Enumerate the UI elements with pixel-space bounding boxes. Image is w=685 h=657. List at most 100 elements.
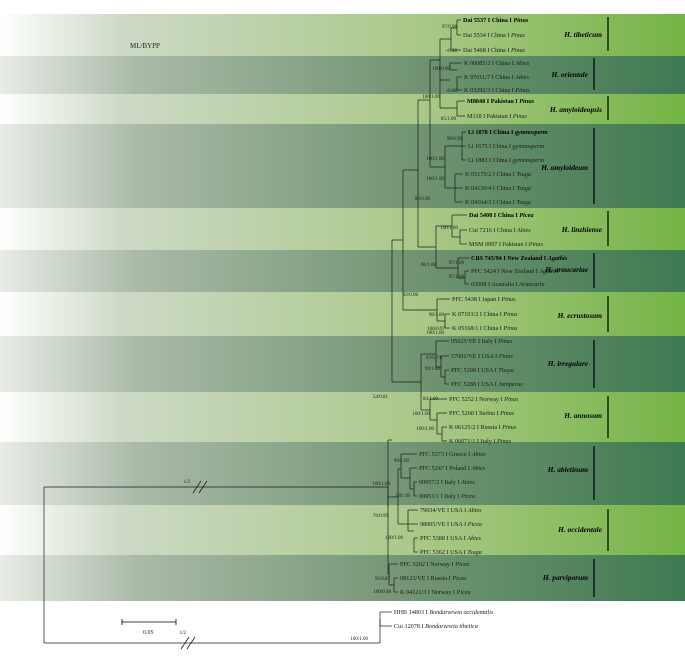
tip-label: PFC 5247 I Poland I Abies bbox=[419, 465, 486, 472]
tip-host: Abies bbox=[467, 507, 482, 514]
tip-id: Dai 5534 bbox=[463, 32, 486, 39]
tip-label: Dai 5534 I China I Pinus bbox=[463, 32, 526, 39]
support-value: 100/1.00 bbox=[426, 177, 444, 182]
clade-band bbox=[0, 14, 685, 56]
tip-id: PFC 5398 bbox=[451, 367, 476, 374]
tip-host: Pinus bbox=[502, 325, 518, 332]
tip-country: I China I bbox=[490, 74, 515, 81]
tip-host: gymnosperm bbox=[513, 157, 545, 164]
tip-country: I USA I bbox=[476, 353, 498, 360]
tip-host: Picea bbox=[519, 212, 533, 219]
tip-host: Thuya bbox=[498, 367, 513, 374]
tip-label: Dai 5468 I China I Pinus bbox=[463, 47, 526, 54]
tip-host: Pinus bbox=[510, 47, 526, 54]
tip-country: I Pakistan I bbox=[482, 113, 513, 120]
support-value: 97/1.00 bbox=[449, 261, 465, 266]
support-value: 100/1.00 bbox=[440, 226, 458, 231]
tip-label: MSM 0097 I Pakistan I Pinus bbox=[469, 241, 543, 248]
tip-id: PFC 5362 bbox=[420, 549, 445, 556]
clade-name: H. annosum bbox=[563, 411, 602, 420]
tip-id: Li 1883 bbox=[468, 157, 487, 164]
tip-label: PFC 5288 I USA I Juniperus bbox=[451, 381, 523, 388]
tip-id: M118 bbox=[467, 113, 482, 120]
tip-country: I Russia I bbox=[425, 575, 452, 582]
tip-country: I Poland I bbox=[444, 465, 472, 472]
support-value: 54/0.81 bbox=[373, 395, 389, 400]
tip-country: I China I bbox=[491, 185, 516, 192]
clade-name: H. amyloideum bbox=[540, 163, 588, 172]
tip-host: Picea bbox=[460, 493, 475, 500]
tip-id: K 06125/2 bbox=[449, 424, 475, 431]
clade-band bbox=[0, 555, 685, 601]
tip-country: I China I bbox=[478, 311, 503, 318]
tip-label: Li 1878 I China I gymnosperm bbox=[468, 129, 548, 136]
tip-country: I Greece I bbox=[444, 451, 472, 458]
clade-band bbox=[0, 124, 685, 208]
tip-host: Abies bbox=[466, 535, 481, 542]
clade-name: H. linzhiense bbox=[561, 225, 603, 234]
tip-country: I China I bbox=[487, 143, 512, 150]
clade-name: H. parviporum bbox=[542, 573, 588, 582]
tip-id: K 04164/3 bbox=[465, 199, 491, 206]
tip-label: K 04121/3 I Norway I Picea bbox=[400, 589, 471, 596]
tip-label: Li 1675 I China I gymnosperm bbox=[468, 143, 545, 150]
tip-country: I Serbia I bbox=[474, 410, 500, 417]
tip-label: Dai 5537 I China I Pinus bbox=[463, 17, 529, 24]
support-value: 99/1.00 bbox=[425, 367, 441, 372]
clade-band bbox=[0, 392, 685, 442]
support-value: 1/2 bbox=[184, 480, 191, 485]
tip-label: 98005/VE I USA I Picea bbox=[420, 521, 482, 528]
tip-country: I Norway I bbox=[426, 589, 456, 596]
support-value: 100/1.00 bbox=[372, 482, 390, 487]
support-value: 93/0.74 bbox=[426, 356, 442, 361]
scale-bar-label: 0.05 bbox=[143, 630, 154, 636]
tip-separator: I bbox=[420, 623, 425, 630]
tip-label: Cui 12078 I Bondarzewia tibetica bbox=[394, 623, 478, 630]
support-value: 97/1.00 bbox=[449, 275, 465, 280]
tip-host: Abies bbox=[514, 60, 529, 67]
tip-label: PFC 5398 I USA I Thuya bbox=[451, 367, 514, 374]
tip-host: gymnosperm bbox=[514, 129, 548, 136]
tip-host: Pinus bbox=[513, 17, 528, 24]
support-value: 100/1.00 bbox=[412, 412, 430, 417]
support-value: 100/1.00 bbox=[426, 157, 444, 162]
tip-host: Picea bbox=[456, 589, 471, 596]
tip-id: Cui 7216 bbox=[469, 227, 492, 234]
tip-label: CBS 743/94 I New Zealand I Agathis bbox=[471, 255, 568, 262]
branch-break-mark bbox=[180, 636, 190, 650]
tip-label: 05025/VE I Italy I Pinus bbox=[451, 338, 513, 345]
clade-band bbox=[0, 94, 685, 124]
tip-label: K 97011/7 I China I Abies bbox=[464, 74, 530, 81]
tip-label: 08123/VE I Russia I Picea bbox=[400, 575, 466, 582]
tip-country: I USA I bbox=[445, 549, 467, 556]
clade-bars bbox=[593, 17, 609, 597]
tip-id: K 05175/2 bbox=[465, 171, 491, 178]
tip-host: Agathis bbox=[538, 268, 558, 275]
tip-label: PFC 5252 I Norway I Pinus bbox=[449, 396, 519, 403]
tip-host: Tsuga bbox=[467, 549, 482, 556]
tip-host: Picea bbox=[454, 561, 469, 568]
support-value: 100/1.00 bbox=[350, 637, 368, 642]
tip-label: K 06125/2 I Russia I Pinus bbox=[449, 424, 517, 431]
tip-label: M8848 I Pakistan I Pinus bbox=[467, 98, 535, 105]
tip-label: PFC 5424 I New Zealand I Agathis bbox=[471, 268, 559, 275]
tip-country: I Pakistan I bbox=[497, 241, 528, 248]
tip-country: I China I bbox=[491, 171, 516, 178]
tip-country: I China I bbox=[490, 60, 515, 67]
support-value: 92/0.98 bbox=[403, 293, 419, 298]
tip-id: 57001/VE bbox=[451, 353, 477, 360]
tip-country: I Italy I bbox=[439, 493, 461, 500]
tip-host: Pinus bbox=[510, 32, 526, 39]
tip-country: I China I bbox=[488, 129, 515, 136]
tip-host: Pinus bbox=[503, 396, 519, 403]
tip-id: 65008 bbox=[471, 281, 486, 288]
tip-label: PFC 5260 I Serbia I Pinus bbox=[449, 410, 515, 417]
tip-host: Abies bbox=[471, 451, 486, 458]
tip-country: I Italy I bbox=[476, 338, 498, 345]
tip-country: I China I bbox=[478, 325, 503, 332]
tip-id: PFC 5373 bbox=[419, 451, 444, 458]
tip-country: I China I bbox=[490, 87, 515, 94]
tip-id: 98005/VE bbox=[420, 521, 446, 528]
branch-break-mark bbox=[186, 636, 196, 650]
tip-label: 57001/VE I USA I Pinus bbox=[451, 353, 513, 360]
